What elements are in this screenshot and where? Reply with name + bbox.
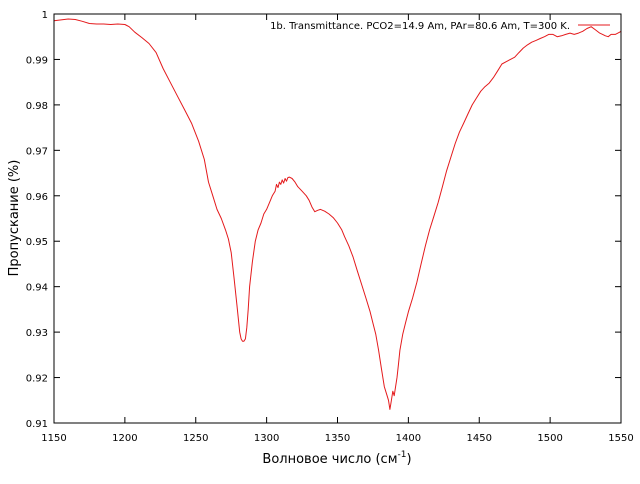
y-tick-label: 0.95 [26,237,48,248]
y-tick-label: 0.94 [26,283,48,294]
x-tick-label: 1400 [396,433,421,444]
y-tick-label: 0.97 [26,146,48,157]
y-tick-label: 0.92 [26,374,48,385]
y-tick-label: 0.91 [26,419,48,430]
x-tick-label: 1500 [537,433,562,444]
x-tick-label: 1250 [183,433,208,444]
y-tick-label: 0.98 [26,101,48,112]
legend-label: 1b. Transmittance. PCO2=14.9 Am, PAr=80.… [270,21,570,32]
x-axis-title-tail: ) [406,452,411,467]
x-tick-label: 1550 [608,433,633,444]
plot-frame [53,13,622,424]
y-tick-label: 0.99 [26,55,48,66]
legend: 1b. Transmittance. PCO2=14.9 Am, PAr=80.… [270,21,610,32]
y-tick-label: 0.96 [26,192,48,203]
x-tick-label: 1200 [112,433,137,444]
transmittance-series-line [53,18,622,410]
x-tick-label: 1450 [467,433,492,444]
y-tick-label: 1 [42,10,48,21]
series-layer [53,18,622,410]
x-tick-label: 1350 [325,433,350,444]
y-axis-title: Пропускание (%) [7,160,22,277]
x-axis-title-main: Волновое число (см [262,452,397,467]
x-tick-label: 1150 [41,433,66,444]
x-axis-title-sup: -1 [398,450,407,460]
x-tick-label: 1300 [254,433,279,444]
x-axis-title: Волновое число (см-1) [262,450,411,467]
y-tick-label: 0.93 [26,328,48,339]
